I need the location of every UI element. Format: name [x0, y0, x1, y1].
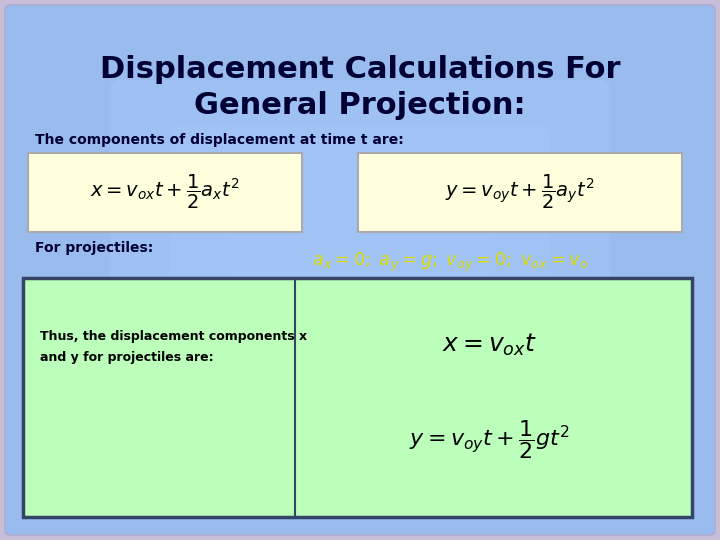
Text: $a_x = 0;\; a_y = g;\; v_{oy} = 0;\; v_{ox} = v_o$: $a_x = 0;\; a_y = g;\; v_{oy} = 0;\; v_{… — [312, 251, 588, 274]
Text: $x = v_{ox}t$: $x = v_{ox}t$ — [442, 332, 538, 358]
FancyBboxPatch shape — [170, 125, 550, 415]
Text: Thus, the displacement components x
and y for projectiles are:: Thus, the displacement components x and … — [40, 330, 307, 364]
Text: For projectiles:: For projectiles: — [35, 241, 153, 255]
Text: $x = v_{ox}t + \dfrac{1}{2}a_x t^2$: $x = v_{ox}t + \dfrac{1}{2}a_x t^2$ — [90, 173, 240, 211]
Text: Displacement Calculations For: Displacement Calculations For — [100, 56, 620, 84]
Text: General Projection:: General Projection: — [194, 91, 526, 119]
FancyBboxPatch shape — [230, 170, 490, 370]
Text: $y = v_{oy}t + \dfrac{1}{2}a_y t^2$: $y = v_{oy}t + \dfrac{1}{2}a_y t^2$ — [445, 173, 595, 211]
Text: $y = v_{oy}t + \dfrac{1}{2}g t^2$: $y = v_{oy}t + \dfrac{1}{2}g t^2$ — [410, 418, 570, 462]
FancyBboxPatch shape — [23, 278, 692, 517]
FancyBboxPatch shape — [110, 80, 610, 460]
Text: The components of displacement at time t are:: The components of displacement at time t… — [35, 133, 404, 147]
FancyBboxPatch shape — [358, 153, 682, 232]
FancyBboxPatch shape — [5, 5, 715, 535]
FancyBboxPatch shape — [28, 153, 302, 232]
